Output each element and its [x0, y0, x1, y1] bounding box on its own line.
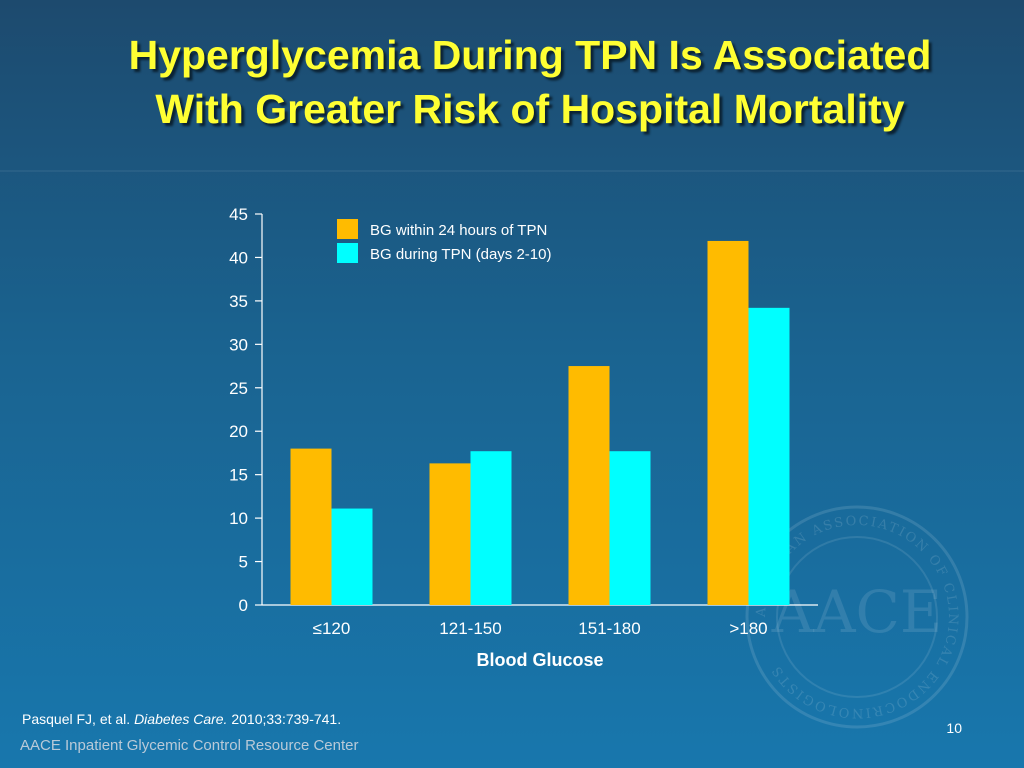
aace-seal-watermark: AMERICAN ASSOCIATION OF CLINICAL ENDOCRI… — [745, 505, 969, 729]
legend-label-0: BG within 24 hours of TPN — [370, 222, 547, 239]
bar-within-24h-3 — [707, 240, 749, 606]
legend-label-1: BG during TPN (days 2-10) — [370, 246, 551, 263]
y-tick-label: 20 — [229, 422, 248, 441]
y-tick-label: 5 — [239, 553, 248, 572]
title-line-2: With Greater Risk of Hospital Mortality — [155, 86, 905, 132]
bar-within-24h-0 — [290, 448, 332, 605]
bar-during-tpn-2 — [609, 451, 651, 605]
svg-text:AACE: AACE — [771, 578, 943, 646]
y-tick-label: 0 — [239, 596, 248, 615]
bar-during-tpn-0 — [331, 508, 373, 605]
y-tick-label: 15 — [229, 466, 248, 485]
title-line-1: Hyperglycemia During TPN Is Associated — [128, 32, 932, 78]
x-tick-label: 121-150 — [439, 619, 501, 638]
citation-authors: Pasquel FJ, et al. — [22, 711, 131, 727]
footer-text: AACE Inpatient Glycemic Control Resource… — [20, 737, 359, 754]
citation-details: 2010;33:739-741. — [231, 711, 342, 727]
y-tick-label: 35 — [229, 292, 248, 311]
legend-swatch-1 — [337, 243, 358, 263]
bar-during-tpn-3 — [748, 307, 790, 605]
y-tick-label: 10 — [229, 509, 248, 528]
bar-within-24h-1 — [429, 463, 471, 605]
slide-title: Hyperglycemia During TPN Is Associated W… — [40, 28, 1020, 136]
bar-during-tpn-1 — [470, 451, 512, 605]
x-tick-label: 151-180 — [578, 619, 640, 638]
x-tick-label: ≤120 — [313, 619, 351, 638]
x-axis-title: Blood Glucose — [476, 650, 603, 670]
x-tick-label: >180 — [729, 619, 767, 638]
y-tick-label: 45 — [229, 205, 248, 224]
page-number: 10 — [946, 720, 962, 736]
citation: Pasquel FJ, et al. Diabetes Care. 2010;3… — [22, 711, 341, 727]
y-tick-label: 25 — [229, 379, 248, 398]
legend-swatch-0 — [337, 219, 358, 239]
bar-within-24h-2 — [568, 366, 610, 605]
y-tick-label: 40 — [229, 248, 248, 267]
citation-journal: Diabetes Care. — [134, 711, 228, 727]
y-tick-label: 30 — [229, 335, 248, 354]
title-divider — [0, 170, 1024, 172]
